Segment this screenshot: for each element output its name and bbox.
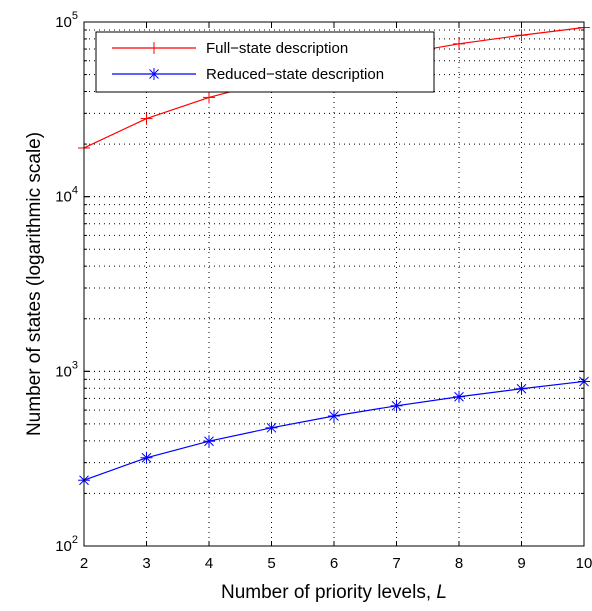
x-tick-label: 8 [455, 555, 463, 572]
data-point [453, 37, 465, 50]
legend-label: Full−state description [206, 40, 348, 57]
plot-background [84, 22, 584, 546]
legend-box [95, 31, 435, 93]
y-tick-base: 10 [55, 14, 72, 31]
data-point [515, 382, 528, 395]
y-tick-base: 10 [55, 189, 72, 206]
x-tick-label: 10 [576, 555, 592, 572]
x-tick-label: 3 [142, 555, 150, 572]
data-point [390, 399, 403, 412]
data-point [203, 435, 215, 448]
y-tick-exponent: 3 [72, 359, 78, 371]
x-axis-label-text: Number of priority levels, [221, 582, 436, 603]
y-tick-label: 103 [55, 359, 78, 380]
x-tick-label: 7 [392, 555, 400, 572]
y-tick-exponent: 5 [72, 10, 78, 22]
x-tick-label: 4 [205, 555, 213, 572]
legend: Full−state description Reduced−state desc… [95, 31, 435, 93]
data-point [328, 409, 340, 422]
data-point [140, 112, 153, 125]
x-tick-label: 5 [267, 555, 275, 572]
y-tick-base: 10 [55, 363, 72, 380]
x-tick-label: 6 [330, 555, 338, 572]
data-point [140, 451, 153, 464]
data-point [515, 29, 528, 42]
y-axis-label: Number of states (logarithmic scale) [24, 132, 45, 436]
data-point [265, 421, 278, 434]
y-tick-label: 105 [55, 10, 78, 31]
y-tick-exponent: 4 [72, 185, 78, 197]
y-tick-exponent: 2 [72, 534, 78, 546]
data-point [203, 91, 215, 104]
legend-marker [148, 42, 160, 54]
x-axis-label: Number of priority levels, L [221, 582, 447, 603]
x-axis-label-var: L [436, 582, 447, 603]
y-tick-base: 10 [55, 538, 72, 555]
y-tick-label: 102 [55, 534, 78, 555]
x-tick-label: 2 [80, 555, 88, 572]
legend-marker [148, 68, 160, 80]
legend-label: Reduced−state description [206, 66, 384, 83]
data-point [453, 390, 465, 403]
y-tick-label: 104 [55, 185, 78, 206]
x-tick-label: 9 [517, 555, 525, 572]
